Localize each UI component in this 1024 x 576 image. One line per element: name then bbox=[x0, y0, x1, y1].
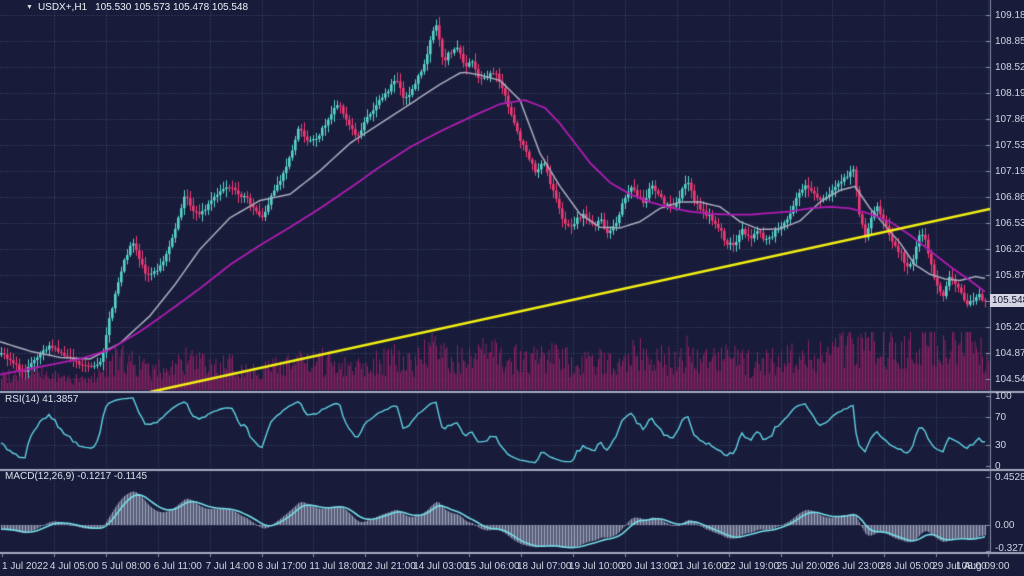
symbol-dropdown-icon[interactable]: ▼ bbox=[26, 4, 33, 11]
current-price-badge: 105.548 bbox=[990, 294, 1024, 307]
macd-indicator-label: MACD(12,26,9) -0.1217 -0.1145 bbox=[5, 471, 148, 482]
chart-title: ▼ USDX+,H1 105.530 105.573 105.478 105.548 bbox=[26, 2, 248, 13]
rsi-indicator-label: RSI(14) 41.3857 bbox=[5, 394, 79, 405]
chart-ohlc-values: 105.530 105.573 105.478 105.548 bbox=[95, 2, 249, 13]
chart-symbol-period: USDX+,H1 bbox=[37, 2, 88, 13]
